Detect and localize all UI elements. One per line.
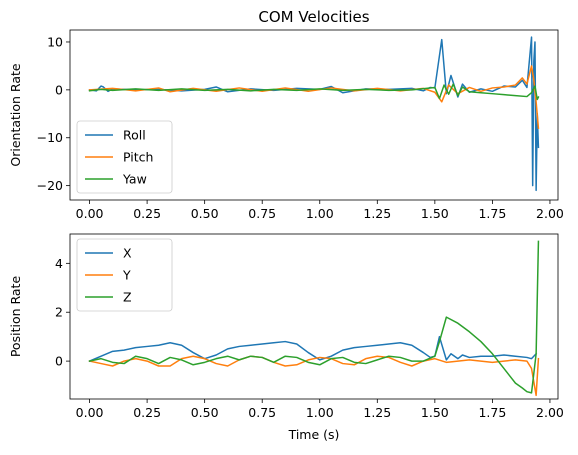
series-line-pitch xyxy=(90,66,539,128)
y-ticks-orientation: −20 −10 0 10 xyxy=(37,34,70,193)
y-tick-label: −20 xyxy=(37,178,63,193)
x-axis-label-position: Time (s) xyxy=(288,427,340,442)
y-tick-label: 2 xyxy=(55,305,63,320)
axes-position: 0.00 0.25 0.50 0.75 1.00 1.25 1.50 1.75 2.00 0 2 4… xyxy=(8,234,564,442)
y-axis-label-position: Position Rate xyxy=(8,276,23,358)
legend-label-yaw: Yaw xyxy=(122,172,147,187)
x-tick-label: 2.00 xyxy=(536,405,564,420)
y-tick-label: 4 xyxy=(55,256,63,271)
x-ticks-orientation: 0.00 0.25 0.50 0.75 1.00 1.25 1.50 1.75 2.00 xyxy=(76,200,564,221)
x-tick-label: 0.75 xyxy=(248,206,276,221)
y-tick-label: 0 xyxy=(55,82,63,97)
x-tick-label: 0.25 xyxy=(133,405,161,420)
legend-label-y: Y xyxy=(122,268,131,283)
x-ticks-position: 0.00 0.25 0.50 0.75 1.00 1.25 1.50 1.75 2.00 xyxy=(76,399,564,420)
x-tick-label: 1.75 xyxy=(478,206,506,221)
axes-orientation: 0.00 0.25 0.50 0.75 1.00 1.25 1.50 1.75 2.00 −20… xyxy=(8,30,564,221)
x-tick-label: 1.00 xyxy=(306,405,334,420)
legend-label-roll: Roll xyxy=(123,128,146,143)
y-tick-label: 10 xyxy=(47,34,63,49)
x-tick-label: 0.00 xyxy=(76,206,104,221)
y-axis-label-orientation: Orientation Rate xyxy=(8,63,23,167)
x-tick-label: 1.75 xyxy=(478,405,506,420)
x-tick-label: 1.50 xyxy=(421,405,449,420)
legend-label-x: X xyxy=(123,246,132,261)
x-tick-label: 1.25 xyxy=(363,405,391,420)
figure-title: COM Velocities xyxy=(258,8,369,26)
y-tick-label: 0 xyxy=(55,354,63,369)
legend-label-pitch: Pitch xyxy=(123,150,153,165)
series-line-x xyxy=(90,337,537,361)
x-tick-label: 0.75 xyxy=(248,405,276,420)
y-tick-label: −10 xyxy=(37,130,63,145)
x-tick-label: 2.00 xyxy=(536,206,564,221)
x-tick-label: 1.00 xyxy=(306,206,334,221)
legend-label-z: Z xyxy=(123,290,132,305)
x-tick-label: 0.50 xyxy=(191,206,219,221)
series-line-yaw xyxy=(90,84,539,99)
x-tick-label: 1.25 xyxy=(363,206,391,221)
x-tick-label: 0.25 xyxy=(133,206,161,221)
y-ticks-position: 0 2 4 xyxy=(55,256,70,369)
x-tick-label: 0.00 xyxy=(76,405,104,420)
legend-orientation: Roll Pitch Yaw xyxy=(77,121,172,193)
x-tick-label: 0.50 xyxy=(191,405,219,420)
legend-position: XYZ xyxy=(77,239,172,311)
x-tick-label: 1.50 xyxy=(421,206,449,221)
